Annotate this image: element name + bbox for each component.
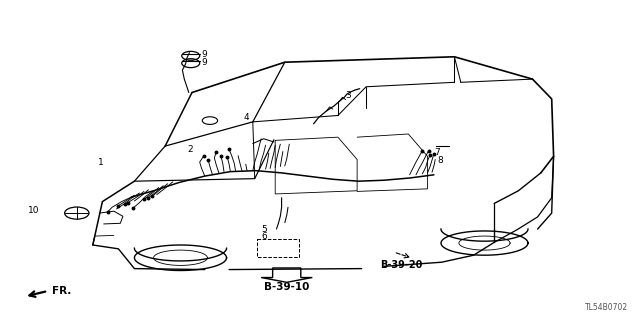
Text: 9: 9 — [201, 50, 207, 59]
Text: 7: 7 — [435, 148, 440, 157]
Text: 8: 8 — [437, 156, 443, 165]
Text: 9: 9 — [201, 58, 207, 67]
Text: B-39-10: B-39-10 — [264, 282, 309, 292]
Text: 4: 4 — [244, 113, 250, 122]
Bar — [257, 239, 299, 257]
Text: 1: 1 — [98, 158, 104, 167]
Text: 2: 2 — [188, 145, 193, 154]
Text: 10: 10 — [28, 206, 40, 215]
Text: 3: 3 — [345, 91, 351, 100]
Text: 5: 5 — [262, 225, 268, 234]
Text: 6: 6 — [262, 232, 268, 241]
Text: TL54B0702: TL54B0702 — [586, 303, 628, 312]
Text: B-39-20: B-39-20 — [380, 260, 422, 271]
Text: FR.: FR. — [52, 286, 72, 296]
